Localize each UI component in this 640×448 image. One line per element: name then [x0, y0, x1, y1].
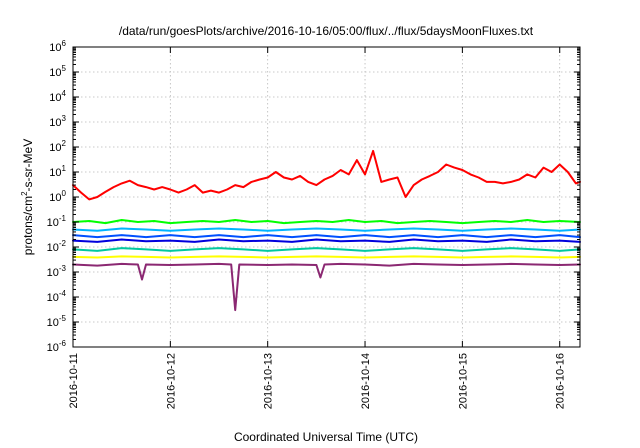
y-tick-label: 100: [49, 189, 66, 204]
y-tick-label-base: 10: [47, 217, 59, 229]
series-line: [72, 255, 581, 259]
y-tick-label-exponent: 1: [62, 164, 67, 173]
y-tick-label-exponent: -5: [59, 314, 67, 323]
y-tick-label-base: 10: [49, 67, 61, 79]
y-tick-label-exponent: 6: [62, 39, 67, 48]
y-tick-label-base: 10: [49, 117, 61, 129]
y-tick-label-exponent: 4: [62, 89, 67, 98]
y-tick-label: 10-4: [47, 289, 67, 304]
y-tick-label: 102: [49, 139, 66, 154]
y-axis-label-sup: 2: [20, 191, 29, 196]
y-tick-label-exponent: 0: [62, 189, 67, 198]
x-axis-label: Coordinated Universal Time (UTC): [234, 430, 418, 444]
series-line: [72, 227, 581, 232]
y-tick-label-exponent: -3: [59, 264, 67, 273]
y-tick-label-base: 10: [47, 342, 59, 354]
y-axis-label-base: protons/cm: [21, 196, 35, 255]
y-tick-label: 106: [49, 39, 66, 54]
y-tick-label: 104: [49, 89, 66, 104]
y-tick-label-base: 10: [47, 292, 59, 304]
x-tick-label: 2016-10-16: [555, 353, 567, 409]
y-tick-label: 101: [49, 164, 66, 179]
x-tick-label: 2016-10-12: [165, 353, 177, 409]
tick-marks: [72, 46, 580, 348]
y-tick-label-base: 10: [49, 92, 61, 104]
grid-lines: [72, 47, 580, 347]
y-tick-label-exponent: 5: [62, 64, 67, 73]
series-line: [72, 219, 581, 225]
y-tick-label-exponent: -1: [59, 214, 67, 223]
y-tick-label: 10-1: [47, 214, 67, 229]
series-line: [72, 247, 581, 252]
x-tick-label: 2016-10-15: [457, 353, 469, 409]
y-tick-label-base: 10: [49, 192, 61, 204]
y-tick-label-exponent: 2: [62, 139, 67, 148]
y-tick-label: 103: [49, 114, 66, 129]
x-tick-labels: 2016-10-11 2016-10-12 2016-10-13 2016-10-14…: [68, 353, 567, 409]
y-tick-label: 105: [49, 64, 66, 79]
y-tick-label-base: 10: [49, 42, 61, 54]
series-line: [72, 234, 581, 239]
y-tick-label-base: 10: [49, 142, 61, 154]
series-line: [72, 262, 581, 312]
y-tick-label: 10-6: [47, 339, 67, 354]
series-layer: [72, 149, 581, 312]
y-tick-label-base: 10: [47, 317, 59, 329]
y-tick-labels: 10-610-510-410-310-210-11001011021031041…: [47, 39, 67, 354]
y-tick-label-exponent: -4: [59, 289, 67, 298]
y-tick-label-base: 10: [47, 267, 59, 279]
y-axis-label-rest: -s-sr-MeV: [21, 139, 35, 192]
y-tick-label: 10-5: [47, 314, 67, 329]
chart-title: /data/run/goesPlots/archive/2016-10-16/0…: [119, 24, 534, 38]
x-tick-label: 2016-10-14: [360, 353, 372, 409]
y-tick-label-exponent: -6: [59, 339, 67, 348]
y-tick-label-exponent: -2: [59, 239, 67, 248]
x-tick-label: 2016-10-13: [263, 353, 275, 409]
series-line: [72, 149, 581, 201]
series-line: [72, 238, 581, 243]
y-tick-label-base: 10: [47, 242, 59, 254]
y-tick-label: 10-2: [47, 239, 67, 254]
y-tick-label-base: 10: [49, 167, 61, 179]
y-tick-label: 10-3: [47, 264, 67, 279]
x-tick-label: 2016-10-11: [68, 353, 80, 408]
y-axis-label: protons/cm2-s-sr-MeV: [20, 139, 35, 255]
y-tick-label-exponent: 3: [62, 114, 67, 123]
